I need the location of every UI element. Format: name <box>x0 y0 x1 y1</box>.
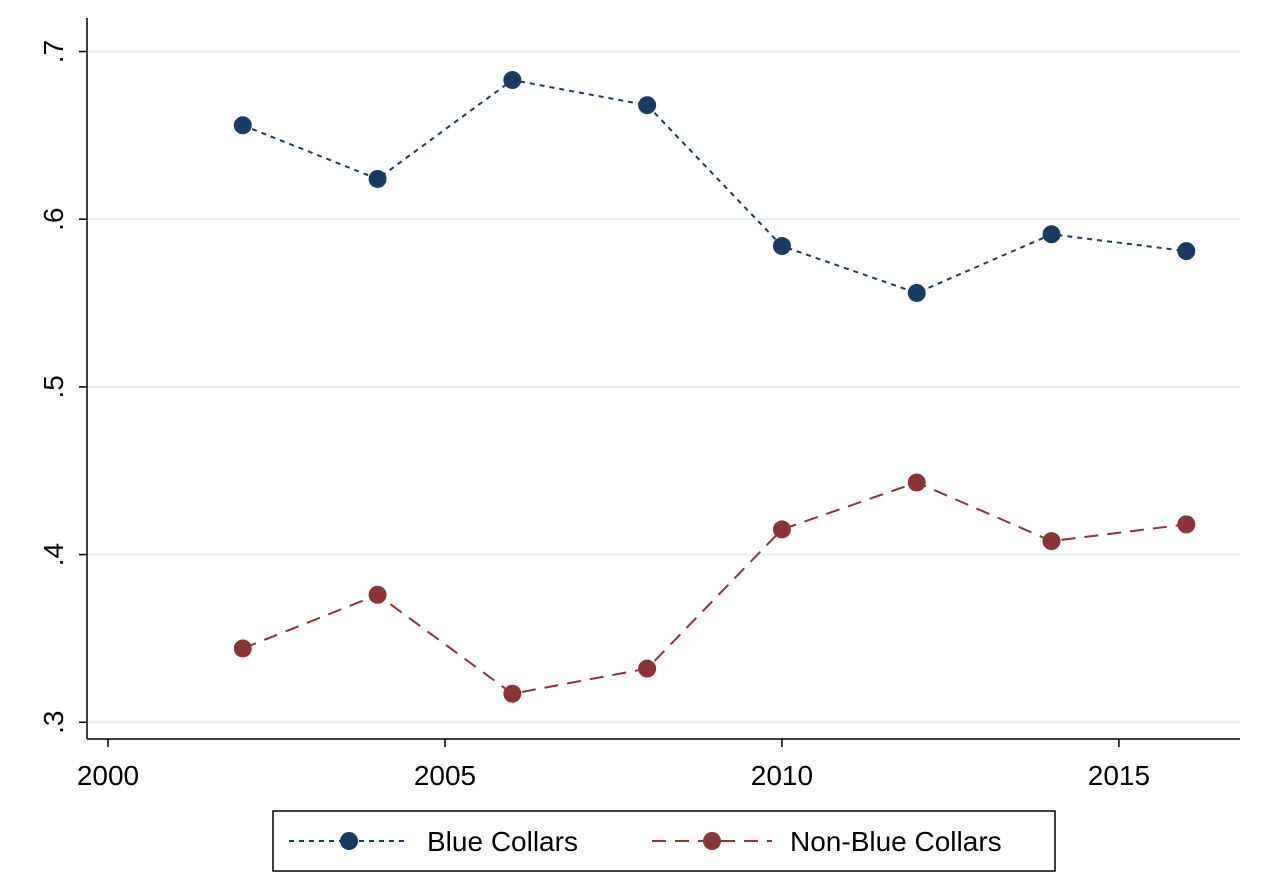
y-tick-label-4: .7 <box>38 40 69 63</box>
data-point-s0-0 <box>233 116 252 135</box>
legend-marker-1 <box>703 832 721 850</box>
x-tick-label-0: 2000 <box>77 760 139 791</box>
y-tick-label-2: .5 <box>38 375 69 398</box>
legend-label-1: Non-Blue Collars <box>790 826 1002 857</box>
series-line-0 <box>242 78 1187 295</box>
x-tick-label-3: 2015 <box>1088 760 1150 791</box>
x-tick-label-1: 2005 <box>414 760 476 791</box>
data-point-s0-2 <box>503 71 522 90</box>
y-tick-label-3: .6 <box>38 208 69 231</box>
data-point-s0-4 <box>772 237 791 256</box>
y-tick-label-1: .4 <box>38 543 69 566</box>
x-tick-label-2: 2010 <box>751 760 813 791</box>
data-point-s0-7 <box>1177 242 1196 261</box>
data-point-s0-1 <box>368 169 387 188</box>
legend-marker-0 <box>340 832 358 850</box>
data-point-s1-2 <box>503 684 522 703</box>
data-point-s1-4 <box>772 520 791 539</box>
data-point-s1-0 <box>233 639 252 658</box>
data-point-s0-3 <box>638 96 657 115</box>
y-tick-label-0: .3 <box>38 711 69 734</box>
data-point-s1-3 <box>638 659 657 678</box>
legend: Blue Collars Non-Blue Collars <box>272 810 1056 872</box>
series-group <box>233 71 1196 703</box>
data-point-s1-5 <box>907 473 926 492</box>
data-point-s1-1 <box>368 585 387 604</box>
data-point-s1-6 <box>1042 532 1061 551</box>
legend-label-0: Blue Collars <box>427 826 578 857</box>
data-point-s1-7 <box>1177 515 1196 534</box>
grid-lines <box>87 50 1240 724</box>
data-point-s0-6 <box>1042 225 1061 244</box>
series-line-1 <box>242 481 1187 695</box>
axes: .3 .4 .5 .6 .7 2000 2005 2010 2015 <box>38 18 1240 791</box>
data-point-s0-5 <box>907 283 926 302</box>
